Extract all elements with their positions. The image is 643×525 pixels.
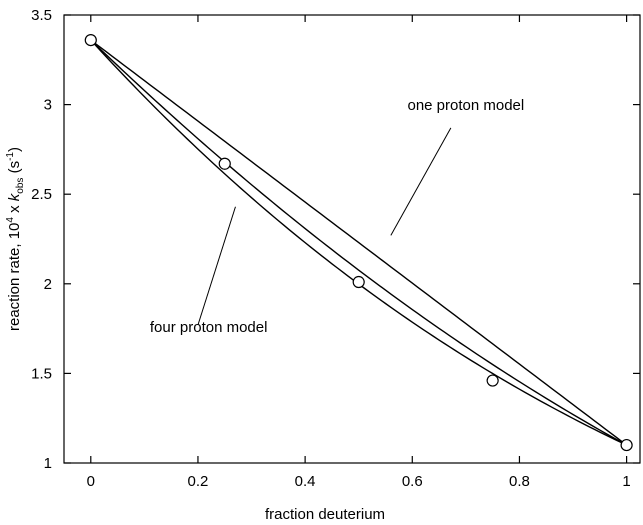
model-curve-1-proton — [90, 39, 628, 446]
x-tick-label: 0.8 — [509, 473, 530, 490]
y-tick-label: 2.5 — [31, 186, 52, 203]
plot-frame — [63, 14, 641, 464]
annotation-label: four proton model — [150, 319, 268, 336]
annotation-label: one proton model — [407, 97, 524, 114]
annotation-pointer — [390, 127, 452, 236]
y-tick-label: 2 — [44, 276, 52, 293]
data-point — [84, 33, 97, 47]
x-tick-label: 0.4 — [295, 473, 316, 490]
x-axis-label: fraction deuterium — [265, 506, 385, 523]
x-tick-label: 0 — [87, 473, 95, 490]
data-point — [218, 157, 231, 170]
x-tick-label: 1 — [622, 473, 630, 490]
model-curve-2-proton — [90, 39, 627, 446]
x-tick-label: 0.6 — [402, 473, 423, 490]
y-axis-label: reaction rate, 104 x kobs (s-1) — [5, 147, 26, 331]
data-point — [620, 438, 633, 452]
y-tick-label: 1 — [44, 455, 52, 472]
x-tick-label: 0.2 — [188, 473, 209, 490]
annotation-pointer — [197, 206, 236, 326]
y-tick-label: 1.5 — [31, 365, 52, 382]
y-tick-label: 3 — [44, 97, 52, 114]
data-point — [486, 374, 499, 387]
y-tick-label: 3.5 — [31, 7, 52, 24]
data-point — [352, 275, 365, 289]
